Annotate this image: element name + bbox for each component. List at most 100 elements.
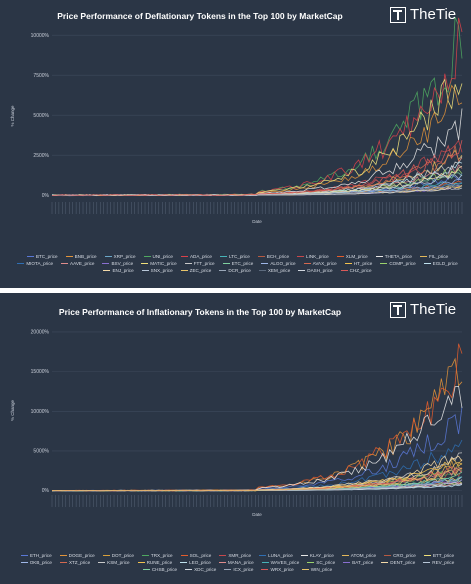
legend-label: OKB_price <box>29 560 52 565</box>
inflationary-chart-legend: ETH_price DOGE_price DOT_price TRX_price SOL… <box>10 553 465 572</box>
legend-swatch <box>344 262 352 265</box>
legend-label: BNB_price <box>74 254 97 259</box>
legend-label: COMP_price <box>389 261 416 266</box>
legend-swatch <box>259 554 267 557</box>
legend-item: SOL_price <box>180 553 211 558</box>
legend-swatch <box>142 568 150 571</box>
legend-item: DCR_price <box>219 268 251 273</box>
legend-label: BSV_price <box>111 261 134 266</box>
legend-swatch <box>261 568 269 571</box>
legend-swatch <box>307 561 315 564</box>
legend-item: ALGO_price <box>261 261 296 266</box>
legend-item: CHZ_price <box>340 268 372 273</box>
series-line <box>51 357 463 492</box>
legend-label: LEO_price <box>189 560 211 565</box>
y-tick-label: 7500% <box>33 73 49 79</box>
legend-item: COMP_price <box>380 261 416 266</box>
legend-swatch <box>141 269 149 272</box>
legend-item: ETH_price <box>20 553 52 558</box>
legend-swatch <box>336 255 344 258</box>
legend-item: WAVES_price <box>261 560 300 565</box>
legend-item: SNX_price <box>141 268 173 273</box>
legend-item: EGLD_price <box>423 261 458 266</box>
legend-item: KSM_price <box>98 560 130 565</box>
legend-item: BCH_price <box>257 254 289 259</box>
legend-item: FIL_price <box>419 254 448 259</box>
legend-item: LUNA_price <box>259 553 293 558</box>
legend-label: LUNA_price <box>268 553 293 558</box>
legend-label: MIOTA_price <box>26 261 54 266</box>
legend-label: LTC_price <box>228 254 250 259</box>
legend-label: SC_price <box>316 560 336 565</box>
legend-item: LTC_price <box>219 254 250 259</box>
legend-item: DASH_price <box>298 268 333 273</box>
legend-item: KLAY_price <box>300 553 334 558</box>
legend-label: KLAY_price <box>309 553 334 558</box>
legend-item: WRX_price <box>261 567 294 572</box>
legend-swatch <box>300 554 308 557</box>
deflationary-chart-legend: BTC_price BNB_price XRP_price UNI_price ADA_… <box>10 254 465 273</box>
legend-item: ENJ_price <box>103 268 134 273</box>
y-axis-title: % Change <box>10 399 15 421</box>
legend-swatch <box>143 255 151 258</box>
legend-label: ETC_price <box>231 261 254 266</box>
legend-swatch <box>381 561 389 564</box>
legend-label: ETH_price <box>29 553 52 558</box>
legend-swatch <box>384 554 392 557</box>
legend-item: BNB_price <box>65 254 97 259</box>
legend-swatch <box>222 262 230 265</box>
legend-item: XEM_price <box>258 268 290 273</box>
legend-item: AAVE_price <box>61 261 94 266</box>
legend-item: XRP_price <box>104 254 136 259</box>
legend-item: BTT_price <box>423 553 454 558</box>
legend-item: CHSB_price <box>142 567 177 572</box>
legend-swatch <box>375 255 383 258</box>
legend-swatch <box>298 269 306 272</box>
legend-item: MANA_price <box>218 560 254 565</box>
legend-item: REV_price <box>423 560 454 565</box>
thetie-logo: TheTie <box>390 301 456 318</box>
legend-swatch <box>137 561 145 564</box>
legend-label: MATIC_price <box>150 261 177 266</box>
legend-label: CHZ_price <box>349 268 372 273</box>
y-tick-label: 0% <box>42 193 50 199</box>
deflationary-chart-panel: 0% 2500% 5000% 7500% 10000% % Change Date Pric… <box>0 0 471 288</box>
legend-item: ETC_price <box>222 261 254 266</box>
legend-label: RUNE_price <box>146 560 173 565</box>
legend-label: MANA_price <box>227 560 254 565</box>
series-line <box>52 78 463 197</box>
legend-swatch <box>59 554 67 557</box>
legend-label: THETA_price <box>384 254 412 259</box>
legend-swatch <box>26 255 34 258</box>
legend-swatch <box>340 269 348 272</box>
legend-label: XMR_price <box>228 553 252 558</box>
legend-label: DOT_price <box>111 553 134 558</box>
legend-label: SNX_price <box>150 268 173 273</box>
legend-item: BTC_price <box>26 254 58 259</box>
legend-label: DOGE_price <box>68 553 95 558</box>
legend-item: FTT_price <box>184 261 215 266</box>
legend-label: DASH_price <box>307 268 333 273</box>
legend-swatch <box>17 262 25 265</box>
legend-swatch <box>257 255 265 258</box>
legend-label: REV_price <box>432 560 455 565</box>
y-tick-label: 10000% <box>31 409 50 415</box>
legend-item: HT_price <box>344 261 372 266</box>
legend-item: ZEC_price <box>180 268 211 273</box>
legend-swatch <box>419 255 427 258</box>
legend-label: WRX_price <box>270 567 294 572</box>
legend-label: BTC_price <box>35 254 58 259</box>
x-axis-title: Date <box>252 219 262 224</box>
legend-swatch <box>423 262 431 265</box>
legend-item: BAT_price <box>343 560 373 565</box>
legend-label: ALGO_price <box>270 261 296 266</box>
legend-swatch <box>185 568 193 571</box>
legend-item: LINK_price <box>297 254 329 259</box>
legend-item: XLM_price <box>336 254 368 259</box>
legend-item: DOGE_price <box>59 553 95 558</box>
legend-label: AAVE_price <box>70 261 95 266</box>
legend-label: WAVES_price <box>270 560 300 565</box>
legend-item: MATIC_price <box>141 261 177 266</box>
y-tick-label: 5000% <box>33 113 49 119</box>
legend-swatch <box>380 262 388 265</box>
